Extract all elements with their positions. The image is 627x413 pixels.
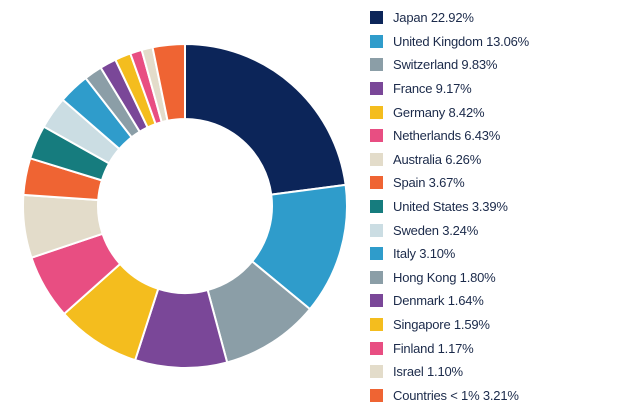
legend-swatch	[370, 247, 383, 261]
legend-swatch	[370, 318, 383, 332]
legend-label: Italy 3.10%	[393, 246, 456, 262]
donut-chart	[22, 42, 348, 369]
donut-slice	[151, 42, 186, 122]
legend-swatch	[370, 129, 383, 143]
legend-swatch	[370, 388, 383, 402]
legend-swatch	[370, 294, 383, 308]
legend-item: Italy 3.10%	[370, 242, 529, 266]
legend-item: Spain 3.67%	[370, 171, 529, 195]
legend-swatch	[370, 223, 383, 237]
legend-swatch	[370, 105, 383, 119]
legend-swatch	[370, 82, 383, 96]
legend-label: Countries < 1% 3.21%	[393, 387, 519, 403]
legend-label: Germany 8.42%	[393, 104, 485, 120]
legend-label: Japan 22.92%	[393, 10, 474, 26]
legend-item: Sweden 3.24%	[370, 218, 529, 242]
donut-slice	[184, 42, 347, 196]
legend-item: United Kingdom 13.06%	[370, 30, 529, 54]
legend-item: Germany 8.42%	[370, 100, 529, 124]
legend-swatch	[370, 11, 383, 25]
legend-swatch	[370, 152, 383, 166]
chart-legend: Japan 22.92% United Kingdom 13.06% Switzer…	[370, 6, 529, 407]
legend-item: Singapore 1.59%	[370, 313, 529, 337]
legend-label: Hong Kong 1.80%	[393, 269, 496, 285]
legend-swatch	[370, 341, 383, 355]
legend-item: Netherlands 6.43%	[370, 124, 529, 148]
legend-item: Denmark 1.64%	[370, 289, 529, 313]
legend-item: France 9.17%	[370, 77, 529, 101]
legend-label: Spain 3.67%	[393, 175, 465, 191]
legend-swatch	[370, 365, 383, 379]
legend-item: Israel 1.10%	[370, 360, 529, 384]
legend-item: Switzerland 9.83%	[370, 53, 529, 77]
legend-label: Israel 1.10%	[393, 364, 463, 380]
legend-label: United States 3.39%	[393, 199, 508, 215]
legend-label: Netherlands 6.43%	[393, 128, 501, 144]
legend-label: Switzerland 9.83%	[393, 57, 498, 73]
legend-swatch	[370, 200, 383, 214]
legend-item: Japan 22.92%	[370, 6, 529, 30]
legend-label: Denmark 1.64%	[393, 293, 484, 309]
legend-label: Australia 6.26%	[393, 151, 482, 167]
legend-item: Australia 6.26%	[370, 148, 529, 172]
legend-label: Singapore 1.59%	[393, 317, 490, 333]
legend-swatch	[370, 176, 383, 190]
legend-item: Hong Kong 1.80%	[370, 266, 529, 290]
legend-swatch	[370, 34, 383, 48]
legend-item: Countries < 1% 3.21%	[370, 384, 529, 408]
legend-swatch	[370, 270, 383, 284]
legend-swatch	[370, 58, 383, 72]
legend-label: United Kingdom 13.06%	[393, 33, 530, 49]
legend-label: France 9.17%	[393, 81, 472, 97]
legend-label: Sweden 3.24%	[393, 222, 479, 238]
legend-item: Finland 1.17%	[370, 336, 529, 360]
legend-item: United States 3.39%	[370, 195, 529, 219]
legend-label: Finland 1.17%	[393, 340, 474, 356]
